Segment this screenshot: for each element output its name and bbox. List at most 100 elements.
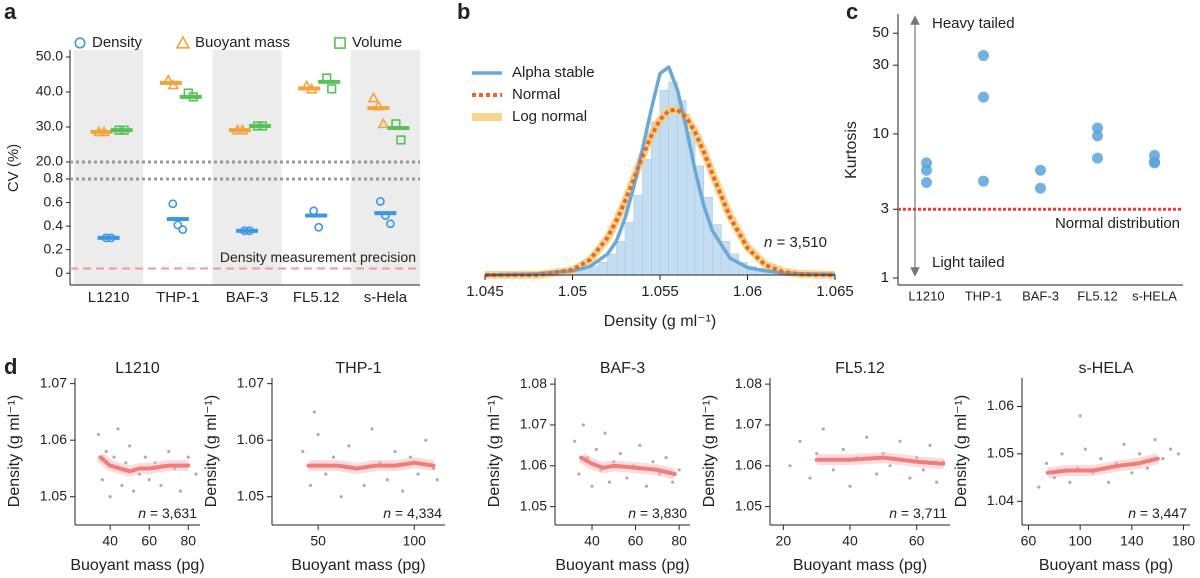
x-tick-label: 60	[141, 533, 157, 549]
cell-point	[848, 484, 852, 488]
cell-point	[362, 483, 366, 488]
y-tick-label: 1.05	[237, 487, 264, 503]
cell-point	[841, 447, 845, 452]
mean-bar	[298, 86, 321, 91]
x-tick-label: 100	[1068, 533, 1092, 549]
cell-point	[1122, 442, 1126, 446]
mean-bar	[110, 128, 133, 133]
y-tick-label: 1.06	[987, 397, 1014, 413]
n-symbol: n	[383, 505, 391, 521]
cell-point	[1078, 414, 1082, 418]
x-tick-label: 1.045	[466, 283, 504, 300]
x-tick-label: 1.055	[641, 283, 679, 300]
y-tick-label: 1.06	[520, 456, 547, 472]
x-axis-label: Buoyant mass (pg)	[1039, 557, 1173, 574]
panel-title: s-HELA	[1078, 360, 1133, 377]
x-axis-label: Buoyant mass (pg)	[291, 557, 425, 574]
cell-point	[644, 484, 649, 488]
kurtosis-point	[978, 50, 989, 62]
cell-point	[788, 464, 792, 468]
cell-point	[1169, 447, 1173, 451]
cell-point	[385, 478, 389, 482]
cell-point	[875, 472, 879, 476]
cell-point	[331, 455, 336, 459]
n-value: = 3,447	[1136, 505, 1187, 521]
cell-point	[147, 478, 151, 482]
x-tick-label: BAF-3	[226, 289, 269, 306]
x-axis-label: Density (g ml⁻¹)	[604, 313, 716, 330]
panel-title: FL5.12	[835, 360, 885, 377]
histogram-bar	[615, 241, 626, 276]
replicate-point	[173, 220, 183, 230]
x-tick-label: 80	[180, 533, 196, 549]
cell-point	[590, 484, 594, 488]
trend-line	[814, 455, 946, 466]
fit-curve	[484, 65, 836, 277]
y-axis-label: Density (g ml⁻¹)	[203, 395, 220, 507]
cell-point	[638, 443, 642, 447]
cell-point	[607, 480, 612, 484]
x-tick-label: L1210	[88, 289, 130, 306]
panel-title: BAF-3	[600, 360, 645, 377]
cell-point	[1106, 480, 1111, 484]
cell-point	[370, 427, 374, 431]
cell-point	[178, 489, 183, 493]
sample-size: n = 3,711	[889, 505, 947, 521]
y-tick-label: 1.08	[735, 375, 762, 391]
kurtosis-point	[921, 164, 932, 176]
sample-size: n = 3,447	[1128, 505, 1187, 521]
reference-label: Density measurement precision	[220, 249, 416, 265]
n-value: = 3,510	[772, 234, 827, 251]
x-axis-label: Buoyant mass (pg)	[70, 557, 204, 574]
histogram-bar	[642, 159, 652, 276]
kurtosis-point	[1035, 182, 1046, 194]
category-shade	[212, 50, 282, 285]
n-value: = 3,711	[897, 505, 947, 521]
legend-label: Density	[92, 34, 143, 51]
y-tick-label: 1	[881, 269, 889, 286]
replicate-point	[377, 117, 390, 129]
n-symbol: n	[764, 234, 772, 251]
cell-point	[670, 480, 675, 484]
legend-marker	[74, 37, 86, 49]
cell-point	[888, 464, 892, 468]
cell-point	[928, 443, 932, 447]
kurtosis-point	[1092, 130, 1103, 142]
trend-line	[98, 455, 191, 474]
histogram-bar	[598, 262, 608, 276]
cell-point	[677, 468, 681, 472]
cell-point	[1138, 452, 1142, 456]
kurtosis-point	[1149, 157, 1160, 169]
legend-label: Alpha stable	[512, 64, 595, 81]
x-tick-label: FL5.12	[293, 289, 340, 306]
y-tick-label: 30.0	[36, 118, 63, 134]
cell-point	[625, 476, 629, 480]
x-tick-label: 180	[1172, 533, 1196, 549]
x-tick-label: 40	[102, 533, 118, 549]
n-value: = 3,631	[146, 505, 197, 521]
y-tick-label: 10	[872, 125, 889, 142]
y-tick-label: 20.0	[36, 153, 63, 169]
y-tick-label: 1.04	[987, 492, 1014, 508]
cell-point	[401, 489, 405, 493]
cell-point	[1099, 457, 1103, 461]
x-tick-label: 1.06	[733, 283, 762, 300]
replicate-point	[385, 219, 395, 229]
cell-point	[104, 449, 108, 454]
replicate-point	[375, 196, 385, 206]
cell-point	[1037, 485, 1041, 489]
x-tick-label: 40	[842, 533, 858, 549]
cell-point	[108, 495, 112, 499]
category-shade	[350, 50, 420, 285]
x-tick-label: 1.05	[558, 283, 587, 300]
cell-point	[301, 449, 305, 454]
cell-point	[186, 455, 190, 459]
kurtosis-point	[921, 177, 932, 189]
trend-line	[1045, 456, 1160, 475]
cell-point	[1044, 461, 1049, 465]
replicate-point	[168, 199, 178, 209]
cell-point	[312, 410, 316, 414]
y-tick-label: 1.07	[237, 374, 264, 390]
mean-bar	[229, 128, 251, 133]
